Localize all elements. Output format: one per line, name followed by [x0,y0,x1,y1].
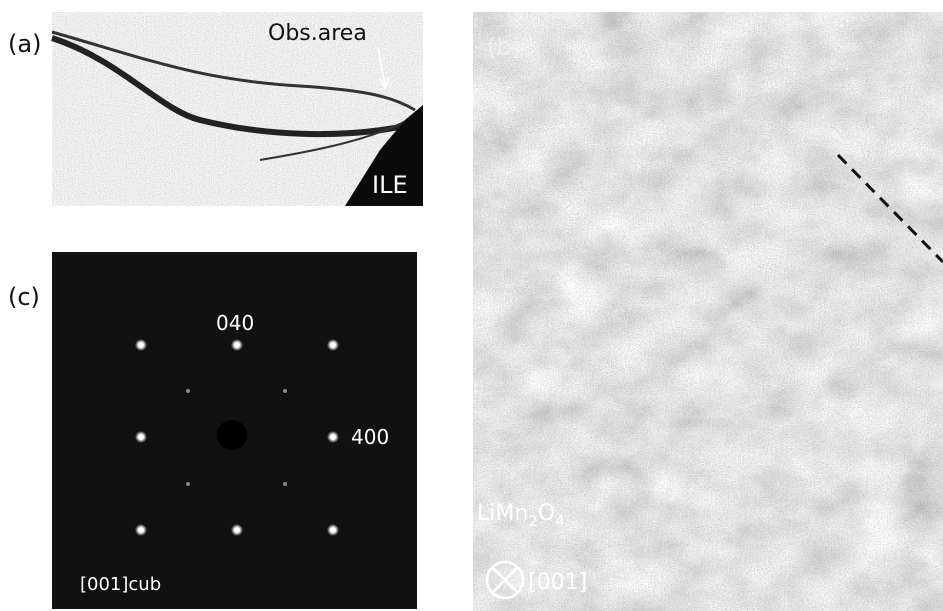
panel-c: (c) 040 400 [001]cub [8,252,417,609]
formula: LiMn2O4 [477,501,565,530]
panel-label: (c) [8,283,40,311]
spot-index: 400 [351,425,389,449]
zone-axis: [001]cub [80,574,161,595]
figure: (a) Obs.area ILE (b) LiMn2O4 [001] (c) 0… [0,0,943,611]
page: (a) Obs.area ILE (b) LiMn2O4 [001] (c) 0… [0,0,943,611]
annotation: Obs.area [268,21,367,46]
panel-a: (a) Obs.area ILE [8,12,423,206]
annotation: ILE [372,171,408,199]
spot-index: 040 [216,311,254,335]
panel-label: (b) [487,33,521,61]
beam-stop [217,420,247,450]
panel-label: (a) [8,30,41,58]
panel-b: (b) LiMn2O4 [001] [473,12,943,611]
zone-axis: [001] [528,570,587,595]
